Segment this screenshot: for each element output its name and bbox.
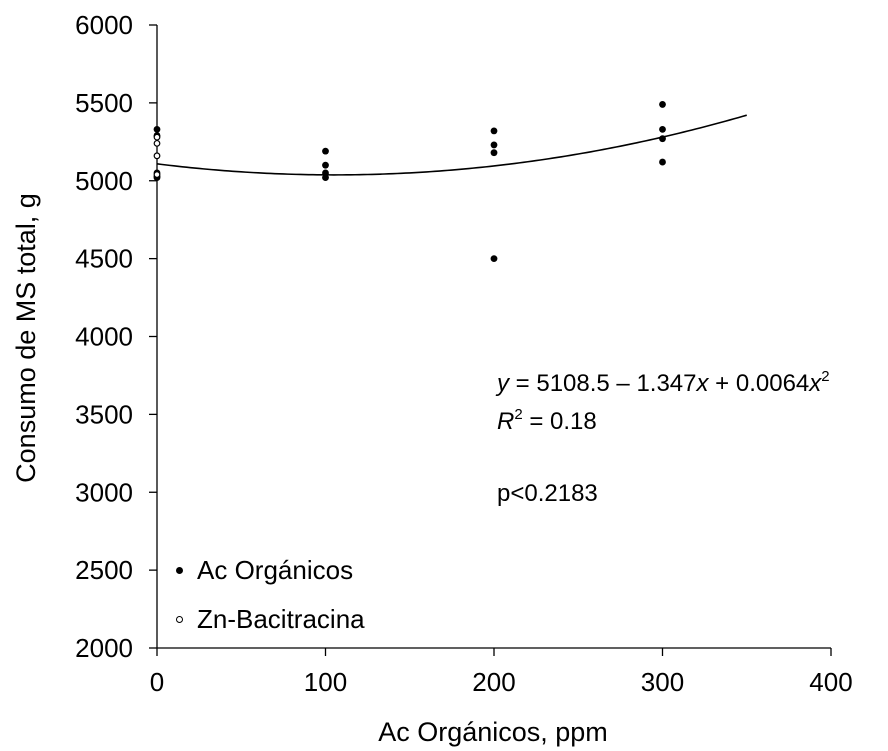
x-axis-title: Ac Orgánicos, ppm xyxy=(378,717,608,747)
x-tick-label: 100 xyxy=(304,667,347,697)
equation-lhs: = 5108.5 – 1.347 xyxy=(509,370,697,397)
open-circle-icon xyxy=(176,616,183,623)
data-point-ac-organicos xyxy=(322,169,329,177)
data-point-zn-bacitracina xyxy=(153,139,161,147)
y-axis-title: Consumo de MS total, g xyxy=(11,193,41,483)
r-squared: R2 = 0.18 xyxy=(497,406,597,436)
legend-item-ac-organicos: Ac Orgánicos xyxy=(176,555,353,586)
x-axis: 0 100 200 300 400 xyxy=(150,647,853,697)
data-point-ac-organicos xyxy=(322,161,329,169)
y-axis: 2000 2500 3000 3500 4000 4500 5000 5500 6000 xyxy=(75,10,158,663)
x-tick-label: 400 xyxy=(809,667,852,697)
data-point-ac-organicos xyxy=(490,127,498,135)
y-tick-label: 5500 xyxy=(75,88,133,118)
data-point-ac-organicos xyxy=(659,135,666,143)
regression-equation: y = 5108.5 – 1.347x + 0.0064x2 xyxy=(497,368,830,398)
data-point-ac-organicos xyxy=(659,101,666,108)
filled-circle-icon xyxy=(176,567,183,574)
legend-label-zn-bacitracina: Zn-Bacitracina xyxy=(197,604,365,634)
data-point-ac-organicos xyxy=(322,174,329,182)
r-value: = 0.18 xyxy=(522,408,597,435)
y-tick-label: 2500 xyxy=(75,555,133,585)
data-point-ac-organicos xyxy=(490,149,498,157)
data-point-ac-organicos xyxy=(490,255,498,263)
equation-x2: x xyxy=(809,370,822,397)
y-tick-label: 3500 xyxy=(75,399,133,429)
equation-exponent: 2 xyxy=(821,368,830,385)
y-tick-label: 4500 xyxy=(75,244,133,274)
data-point-zn-bacitracina xyxy=(153,152,161,160)
data-point-ac-organicos xyxy=(659,125,666,133)
equation-y: y xyxy=(497,370,509,397)
r-exponent: 2 xyxy=(514,406,523,423)
p-value: p<0.2183 xyxy=(497,480,598,507)
data-point-zn-bacitracina xyxy=(153,171,161,178)
legend-label-ac-organicos: Ac Orgánicos xyxy=(197,555,354,585)
legend-item-zn-bacitracina: Zn-Bacitracina xyxy=(176,604,365,635)
y-tick-label: 4000 xyxy=(75,322,133,352)
data-point-ac-organicos xyxy=(153,125,161,133)
x-tick-label: 0 xyxy=(150,667,164,697)
y-tick-label: 5000 xyxy=(75,166,133,196)
data-point-ac-organicos xyxy=(322,147,329,155)
y-tick-label: 3000 xyxy=(75,477,133,507)
data-point-ac-organicos xyxy=(659,158,666,166)
x-tick-label: 200 xyxy=(472,667,515,697)
equation-plus: + 0.0064 xyxy=(708,370,810,397)
equation-x: x xyxy=(696,370,709,397)
y-tick-label: 6000 xyxy=(75,10,133,40)
trendline xyxy=(156,114,747,176)
x-tick-label: 300 xyxy=(641,667,684,697)
data-points xyxy=(153,101,666,263)
r-symbol: R xyxy=(497,408,515,435)
y-tick-label: 2000 xyxy=(75,633,133,663)
data-point-ac-organicos xyxy=(490,141,498,149)
data-point-zn-bacitracina xyxy=(153,133,161,141)
